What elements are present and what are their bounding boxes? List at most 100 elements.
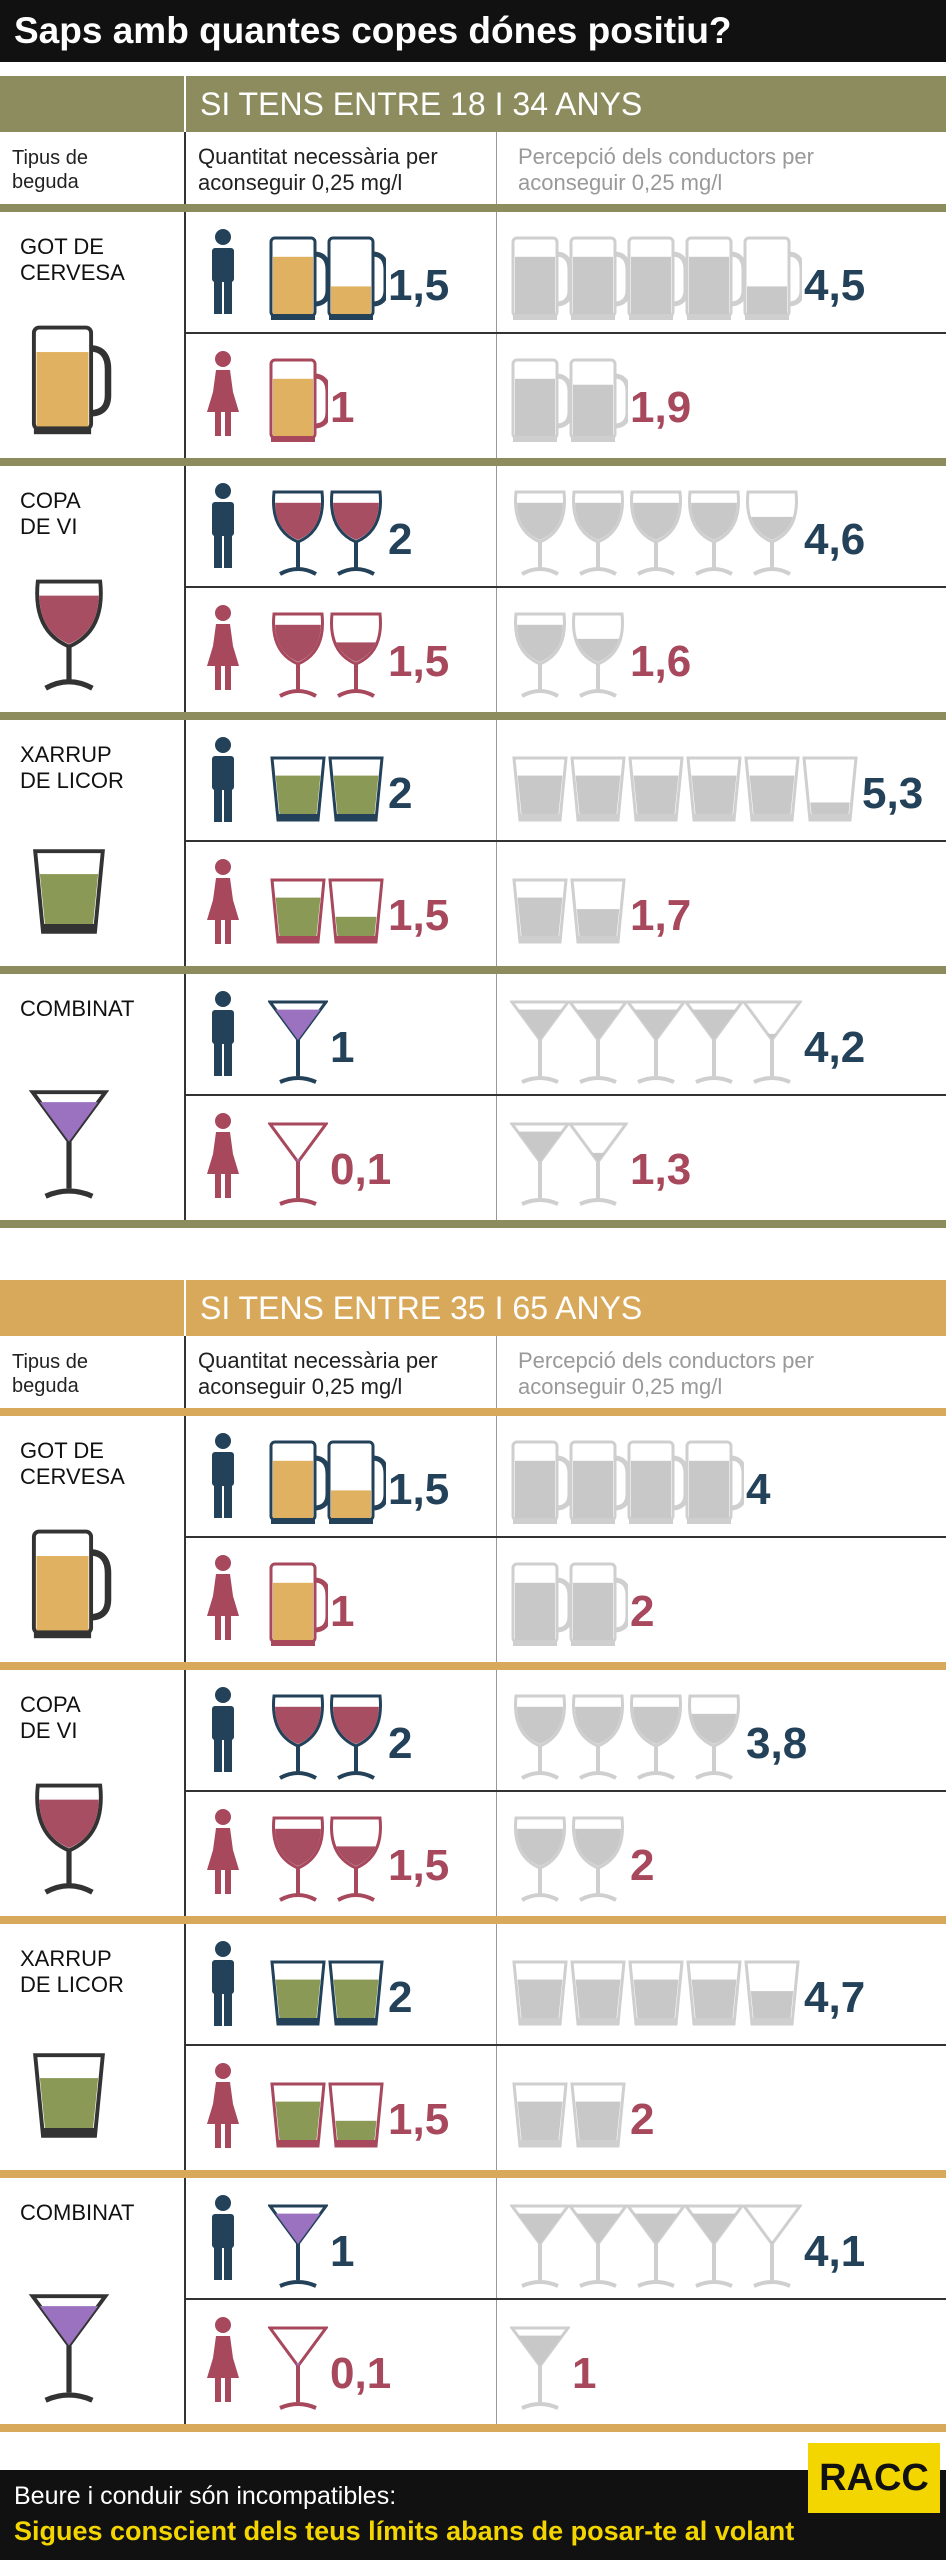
- section-separator: [0, 966, 946, 974]
- perceived-shot-glass-icon: [568, 2060, 628, 2165]
- perceived-beer-mug-icon: [626, 1430, 689, 1535]
- perceived-shot-glass-icon: [684, 1938, 744, 2043]
- column-divider: [184, 2178, 186, 2424]
- section-separator: [0, 2424, 946, 2432]
- required-shot-glass-icon: [268, 856, 328, 961]
- perceived-wine-glass-icon: [626, 1684, 686, 1789]
- drink-name: COMBINAT: [20, 996, 135, 1021]
- required-beer-mug-icon: [326, 226, 389, 331]
- column-divider: [184, 1336, 186, 1408]
- female-icon: [206, 1112, 240, 1205]
- age-band-divider: [184, 1280, 186, 1336]
- perceived-cocktail-glass-icon: [509, 2314, 571, 2419]
- header-perceived-amount: Percepció dels conductors per aconseguir…: [518, 144, 814, 195]
- column-divider: [184, 974, 186, 1220]
- perceived-shot-glass-icon: [510, 734, 570, 839]
- male-perceived-value: 4,5: [804, 261, 866, 310]
- drink-name: COMBINAT: [20, 2200, 135, 2225]
- column-divider: [496, 1670, 497, 1916]
- column-divider: [184, 132, 186, 204]
- perceived-wine-glass-icon: [510, 1684, 570, 1789]
- required-shot-glass-icon: [326, 856, 386, 961]
- age-band: SI TENS ENTRE 18 I 34 ANYS: [0, 76, 946, 132]
- column-divider: [496, 132, 497, 204]
- column-divider: [184, 212, 186, 458]
- row-divider: [184, 1790, 946, 1792]
- female-required-value: 1,5: [388, 1841, 450, 1890]
- racc-logo-text: RACC: [819, 2457, 929, 2499]
- perceived-wine-glass-icon: [568, 1684, 628, 1789]
- female-perceived-value: 1,6: [630, 637, 692, 686]
- drink-name: XARRUP DE LICOR: [20, 1946, 124, 1997]
- perceived-beer-mug-icon: [568, 1552, 631, 1657]
- perceived-cocktail-glass-icon: [683, 988, 745, 1093]
- perceived-wine-glass-icon: [742, 480, 802, 585]
- perceived-wine-glass-icon: [510, 1806, 570, 1911]
- row-divider: [184, 332, 946, 334]
- required-wine-glass-icon: [326, 602, 386, 707]
- female-required-value: 1,5: [388, 637, 450, 686]
- male-perceived-value: 4,6: [804, 515, 866, 564]
- column-divider: [184, 720, 186, 966]
- beer-mug-icon: [14, 312, 124, 447]
- section-separator: [0, 1220, 946, 1228]
- required-wine-glass-icon: [326, 480, 386, 585]
- perceived-beer-mug-icon: [742, 226, 805, 331]
- male-required-value: 2: [388, 1973, 413, 2022]
- header-required-amount: Quantitat necessària per aconseguir 0,25…: [198, 144, 438, 195]
- section-separator: [0, 1408, 946, 1416]
- header-required-amount: Quantitat necessària per aconseguir 0,25…: [198, 1348, 438, 1399]
- male-required-value: 2: [388, 1719, 413, 1768]
- female-required-value: 0,1: [330, 1145, 392, 1194]
- required-cocktail-glass-icon: [267, 1110, 329, 1215]
- perceived-shot-glass-icon: [510, 2060, 570, 2165]
- required-shot-glass-icon: [268, 1938, 328, 2043]
- age-band-divider: [184, 76, 186, 132]
- perceived-beer-mug-icon: [510, 1552, 573, 1657]
- required-beer-mug-icon: [268, 348, 331, 453]
- required-beer-mug-icon: [268, 1552, 331, 1657]
- age-band-label: SI TENS ENTRE 18 I 34 ANYS: [186, 76, 946, 132]
- required-cocktail-glass-icon: [267, 2314, 329, 2419]
- column-divider: [496, 2178, 497, 2424]
- row-divider: [184, 586, 946, 588]
- male-icon: [206, 990, 240, 1083]
- column-divider: [184, 1924, 186, 2170]
- male-icon: [206, 1940, 240, 2033]
- section-separator: [0, 712, 946, 720]
- drink-name: GOT DE CERVESA: [20, 1438, 125, 1489]
- female-icon: [206, 350, 240, 443]
- perceived-wine-glass-icon: [626, 480, 686, 585]
- row-divider: [184, 1094, 946, 1096]
- footer: Beure i conduir són incompatibles: Sigue…: [0, 2470, 946, 2560]
- row-divider: [184, 2044, 946, 2046]
- required-beer-mug-icon: [268, 1430, 331, 1535]
- male-icon: [206, 1686, 240, 1779]
- perceived-beer-mug-icon: [684, 1430, 747, 1535]
- header-drink-type: Tipus de beguda: [12, 147, 88, 193]
- section-separator: [0, 1916, 946, 1924]
- perceived-wine-glass-icon: [684, 480, 744, 585]
- required-shot-glass-icon: [268, 2060, 328, 2165]
- perceived-beer-mug-icon: [510, 1430, 573, 1535]
- required-wine-glass-icon: [268, 1806, 328, 1911]
- drink-name: COPA DE VI: [20, 488, 81, 539]
- perceived-cocktail-glass-icon: [509, 988, 571, 1093]
- perceived-shot-glass-icon: [684, 734, 744, 839]
- column-header: Tipus de beguda Quantitat necessària per …: [0, 132, 946, 204]
- perceived-beer-mug-icon: [568, 226, 631, 331]
- required-wine-glass-icon: [268, 602, 328, 707]
- male-required-value: 2: [388, 769, 413, 818]
- female-perceived-value: 1,3: [630, 1145, 692, 1194]
- female-required-value: 1: [330, 383, 355, 432]
- perceived-cocktail-glass-icon: [683, 2192, 745, 2297]
- female-icon: [206, 604, 240, 697]
- required-shot-glass-icon: [268, 734, 328, 839]
- beer-mug-icon: [14, 1516, 124, 1651]
- perceived-wine-glass-icon: [510, 602, 570, 707]
- female-perceived-value: 1,9: [630, 383, 692, 432]
- perceived-shot-glass-icon: [742, 1938, 802, 2043]
- female-required-value: 0,1: [330, 2349, 392, 2398]
- perceived-shot-glass-icon: [568, 1938, 628, 2043]
- column-divider: [496, 1416, 497, 1662]
